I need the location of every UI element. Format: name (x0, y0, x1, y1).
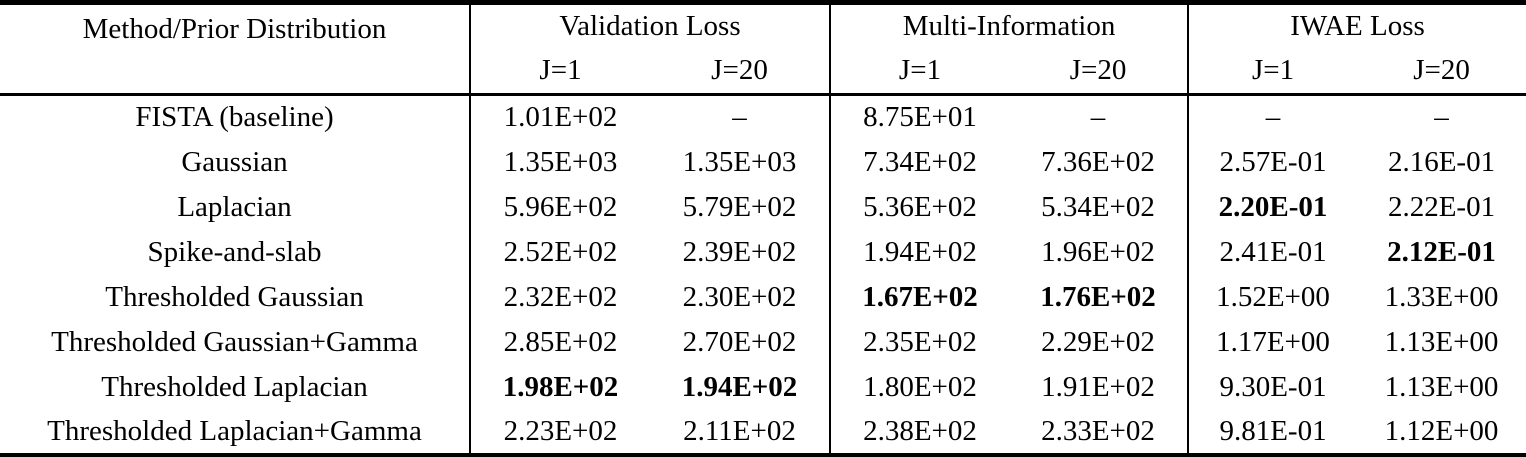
value-cell: 5.96E+02 (503, 190, 618, 223)
value-cell: 8.75E+01 (863, 101, 977, 134)
value-cell: 1.17E+00 (1216, 325, 1330, 358)
value-cell: 1.01E+02 (503, 101, 618, 134)
group-header-validation-loss: Validation Loss (470, 2, 831, 49)
value-cell: 2.23E+02 (503, 414, 618, 447)
value-cell: 5.79E+02 (650, 184, 831, 230)
value-cell: 1.13E+00 (1384, 325, 1499, 358)
value-cell: 2.52E+02 (503, 235, 618, 268)
value-cell: 2.41E-01 (1219, 235, 1327, 268)
method-cell: Spike-and-slab (0, 229, 471, 275)
value-cell: 2.35E+02 (863, 325, 977, 358)
group-header-iwae-loss: IWAE Loss (1290, 10, 1425, 43)
value-cell: 1.96E+02 (1009, 229, 1190, 275)
value-cell: 5.36E+02 (863, 190, 977, 223)
value-cell: – (650, 94, 831, 140)
value-cell: 9.81E-01 (1219, 414, 1327, 447)
group-header-row: Method/Prior Distribution Validation Los… (0, 2, 1526, 95)
table-row: Thresholded Gaussian 2.32E+02 2.30E+02 1.67… (0, 274, 1526, 320)
subheader-iwae-j20: J=20 (1413, 54, 1470, 87)
table-row: Thresholded Gaussian+Gamma 2.85E+02 2.70E+… (0, 319, 1526, 365)
method-cell: Laplacian (0, 184, 471, 230)
table-row: Spike-and-slab 2.52E+02 2.39E+02 1.94E+02 1.… (0, 229, 1526, 275)
table-body: FISTA (baseline) 1.01E+02–8.75E+01– – – Gaus… (0, 94, 1526, 455)
value-cell: 2.70E+02 (650, 319, 831, 365)
value-cell: 9.30E-01 (1219, 370, 1327, 403)
value-cell: 2.29E+02 (1009, 319, 1190, 365)
value-cell: 1.94E+02 (863, 235, 977, 268)
value-cell: 1.76E+02 (1009, 274, 1190, 320)
value-cell: 2.85E+02 (503, 325, 618, 358)
method-cell: Thresholded Laplacian (0, 364, 471, 410)
value-cell: 1.35E+03 (503, 145, 618, 178)
value-cell: 2.11E+02 (650, 409, 831, 455)
method-cell: Thresholded Gaussian (0, 274, 471, 320)
value-cell: 2.30E+02 (650, 274, 831, 320)
value-cell: 1.67E+02 (862, 280, 978, 313)
table-row: Laplacian 5.96E+02 5.79E+02 5.36E+02 5.34E+0… (0, 184, 1526, 230)
value-cell: 2.16E-01 (1387, 145, 1496, 178)
subheader-validation-j1: J=1 (539, 54, 582, 87)
value-cell: 1.13E+00 (1384, 370, 1499, 403)
table-row: Gaussian 1.35E+03 1.35E+03 7.34E+02 7.36E+02… (0, 139, 1526, 185)
value-cell: 2.12E-01 (1387, 235, 1496, 268)
value-cell: – (1434, 101, 1449, 134)
method-cell: Thresholded Gaussian+Gamma (0, 319, 471, 365)
value-cell: 2.39E+02 (650, 229, 831, 275)
subheader-multiinfo-j1: J=1 (898, 54, 942, 87)
value-cell: 2.57E-01 (1219, 145, 1327, 178)
value-cell: 1.52E+00 (1216, 280, 1330, 313)
value-cell: 1.12E+00 (1384, 414, 1499, 447)
table-row: Thresholded Laplacian+Gamma 2.23E+02 2.11E… (0, 409, 1526, 455)
value-cell: – (1265, 101, 1281, 134)
table-row: FISTA (baseline) 1.01E+02–8.75E+01– – – (0, 94, 1526, 140)
method-cell: Thresholded Laplacian+Gamma (0, 409, 471, 455)
value-cell: 1.80E+02 (863, 370, 977, 403)
value-cell: 7.34E+02 (863, 145, 977, 178)
value-cell: 2.38E+02 (863, 414, 977, 447)
value-cell: 7.36E+02 (1009, 139, 1190, 185)
sub-header-row: J=1 J=20 J=1 J=20 J=1 J=20 (0, 48, 1526, 95)
table-row: Thresholded Laplacian 1.98E+02 1.94E+02 1.8… (0, 364, 1526, 410)
value-cell: – (1009, 94, 1190, 140)
value-cell: 2.22E-01 (1387, 190, 1496, 223)
subheader-multiinfo-j20: J=20 (1009, 48, 1190, 95)
value-cell: 2.32E+02 (503, 280, 618, 313)
value-cell: 1.98E+02 (502, 370, 619, 403)
table-header: Method/Prior Distribution Validation Los… (0, 2, 1526, 95)
subheader-iwae-j1: J=1 (1251, 54, 1295, 87)
value-cell: 5.34E+02 (1009, 184, 1190, 230)
value-cell: 2.33E+02 (1009, 409, 1190, 455)
subheader-validation-j20: J=20 (650, 48, 831, 95)
value-cell: 2.20E-01 (1218, 190, 1328, 223)
method-column-header: Method/Prior Distribution (0, 2, 471, 95)
method-cell: FISTA (baseline) (0, 94, 471, 140)
group-header-multi-information: Multi-Information (830, 2, 1190, 49)
value-cell: 1.35E+03 (650, 139, 831, 185)
value-cell: 1.33E+00 (1384, 280, 1499, 313)
value-cell: 1.91E+02 (1009, 364, 1190, 410)
value-cell: 1.94E+02 (650, 364, 831, 410)
method-cell: Gaussian (0, 139, 471, 185)
